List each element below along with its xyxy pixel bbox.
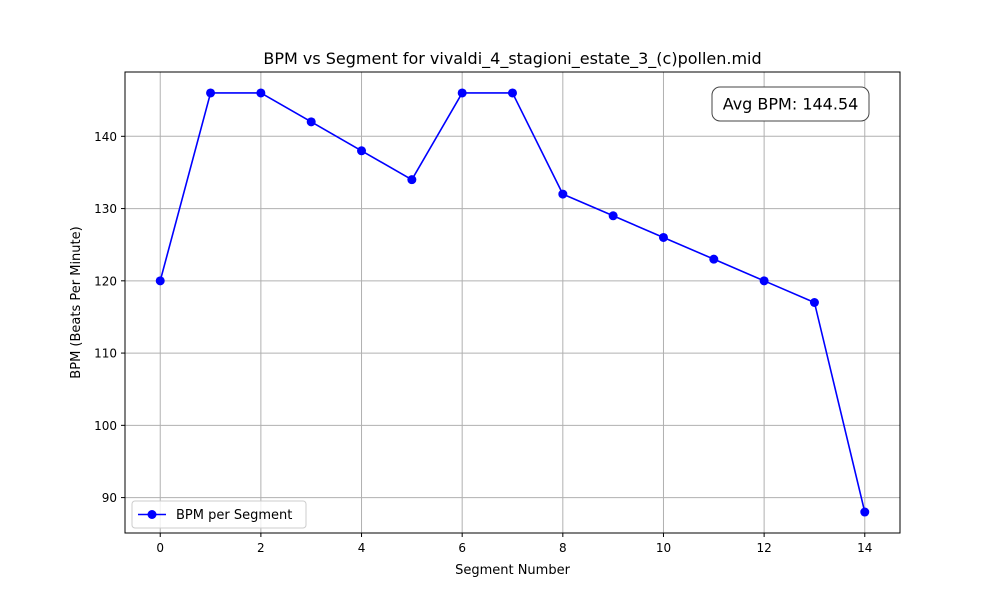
data-point — [457, 88, 467, 98]
plot-frame — [124, 71, 901, 534]
legend-marker-swatch — [147, 510, 157, 519]
y-tick-label: 130 — [94, 202, 117, 216]
data-point — [256, 88, 266, 98]
x-tick-label: 14 — [857, 541, 872, 555]
x-tick-label: 10 — [656, 541, 671, 555]
x-tick-label: 6 — [458, 541, 466, 555]
data-point — [306, 117, 316, 127]
data-point — [860, 507, 870, 517]
data-point — [357, 146, 367, 156]
y-tick-label: 120 — [94, 274, 117, 288]
data-point — [407, 175, 417, 185]
data-point — [759, 276, 769, 286]
data-point — [508, 88, 517, 98]
axis-ticks: 0 2 4 6 8 10 12 14 90 100 110 120 130 140 — [94, 130, 872, 555]
x-tick-label: 12 — [756, 541, 771, 555]
data-point — [558, 189, 568, 199]
legend-label: BPM per Segment — [176, 508, 292, 523]
y-tick-label: 110 — [94, 347, 117, 361]
data-point — [608, 211, 618, 221]
annotation-box — [711, 86, 870, 122]
annotation-text: Avg BPM: 144.54 — [723, 95, 859, 114]
data-point — [709, 254, 719, 264]
series-layer — [155, 88, 870, 517]
y-tick-label: 140 — [94, 130, 117, 144]
x-axis-label: Segment Number — [455, 563, 571, 578]
data-point — [809, 298, 819, 307]
data-point — [155, 276, 165, 286]
y-tick-label: 90 — [102, 491, 117, 505]
average-annotation: Avg BPM: 144.54 — [711, 86, 870, 122]
x-tick-label: 8 — [559, 541, 567, 555]
chart-title: BPM vs Segment for vivaldi_4_stagioni_es… — [263, 49, 761, 69]
data-point — [658, 232, 668, 242]
y-tick-label: 100 — [94, 419, 117, 433]
data-point — [206, 88, 216, 98]
legend-box — [131, 500, 307, 529]
x-tick-label: 4 — [358, 541, 366, 555]
x-tick-label: 2 — [257, 541, 265, 555]
x-tick-label: 0 — [156, 541, 164, 555]
y-axis-label: BPM (Beats Per Minute) — [69, 226, 84, 378]
legend: BPM per Segment — [131, 500, 307, 529]
